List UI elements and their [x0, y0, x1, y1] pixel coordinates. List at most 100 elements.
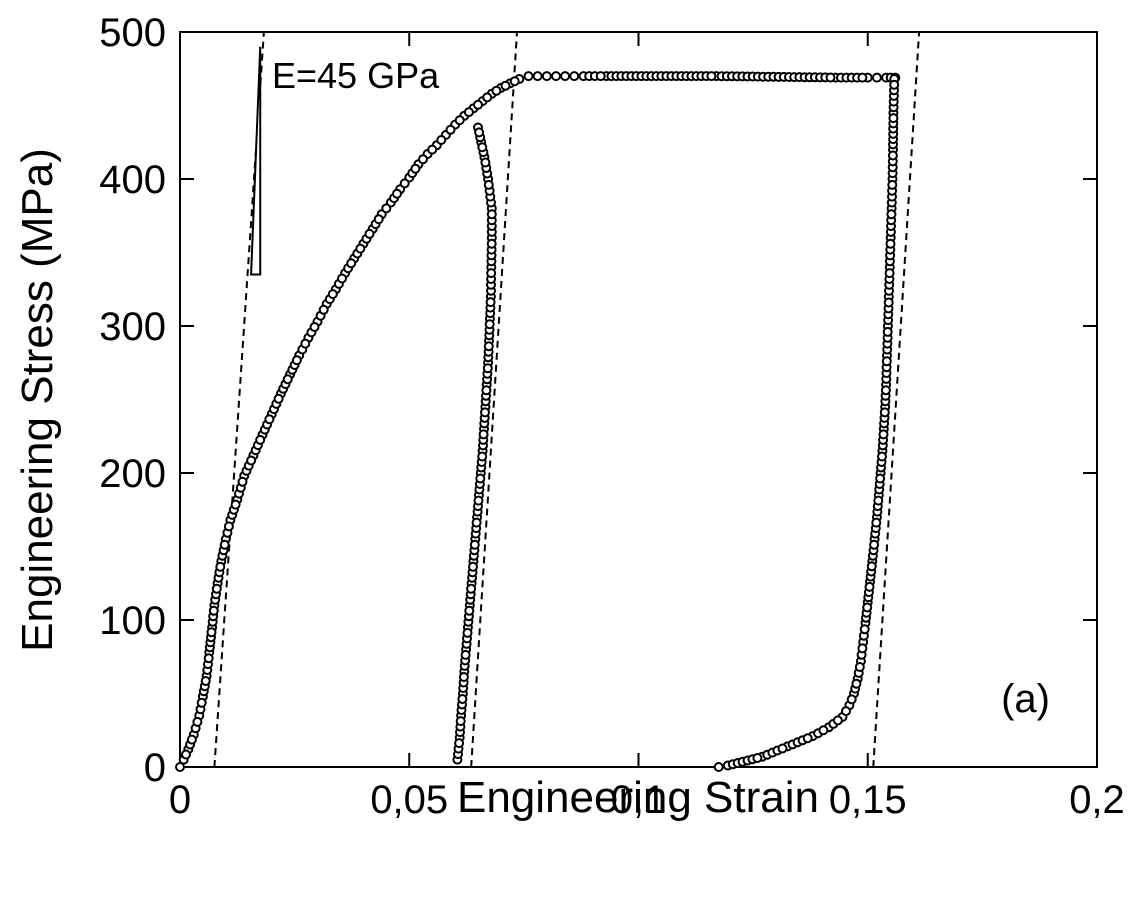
data-point — [851, 678, 862, 689]
data-point — [246, 455, 257, 466]
data-point — [462, 627, 473, 638]
data-point — [484, 319, 495, 330]
data-point — [887, 150, 898, 161]
data-point — [473, 495, 484, 506]
data-point — [486, 268, 497, 279]
data-point — [300, 338, 311, 349]
data-point — [873, 495, 884, 506]
data-point — [883, 297, 894, 308]
y-tick-label: 200 — [99, 452, 166, 496]
data-point — [364, 228, 375, 239]
x-tick-labels: 0 0,05 0,1 0,15 0,2 — [169, 778, 1125, 822]
panel-label: (a) — [1001, 677, 1050, 721]
data-markers — [175, 71, 901, 772]
data-point — [463, 107, 474, 118]
data-point — [832, 715, 843, 726]
data-point — [196, 697, 207, 708]
data-point — [706, 71, 717, 82]
data-point — [466, 583, 477, 594]
data-point — [327, 289, 338, 300]
data-point — [200, 676, 211, 686]
y-tick-label: 400 — [99, 158, 166, 202]
data-point — [857, 643, 868, 654]
data-point — [355, 243, 366, 254]
data-point — [483, 341, 494, 352]
data-point — [864, 581, 875, 592]
data-point — [886, 209, 897, 220]
data-point — [871, 72, 882, 83]
x-tick-label: 0,15 — [829, 778, 907, 822]
data-point — [477, 451, 488, 462]
data-point — [457, 694, 468, 704]
data-point — [887, 179, 898, 190]
data-point — [595, 71, 606, 82]
data-point — [882, 326, 893, 337]
data-point — [206, 627, 217, 638]
data-point — [713, 762, 724, 772]
data-point — [500, 80, 511, 91]
data-point — [475, 473, 486, 484]
data-point — [346, 258, 357, 269]
data-point — [881, 356, 892, 367]
data-point — [410, 163, 421, 174]
data-point — [875, 473, 886, 484]
data-point — [175, 762, 185, 772]
data-point — [862, 602, 873, 613]
data-point — [482, 363, 493, 374]
data-point — [857, 72, 868, 83]
data-point — [486, 209, 497, 220]
data-point — [469, 539, 480, 550]
data-point — [841, 706, 851, 717]
modulus-annotation: E=45 GPa — [272, 55, 440, 96]
data-point — [381, 203, 392, 214]
data-point — [208, 605, 219, 616]
data-point — [877, 451, 887, 462]
data-point — [219, 539, 230, 550]
data-point — [752, 753, 763, 763]
plot-frame — [179, 31, 1098, 768]
data-point — [486, 238, 497, 249]
data-point — [878, 429, 889, 440]
y-axis-title: Engineering Stress (MPa) — [13, 148, 62, 652]
data-point — [273, 393, 284, 404]
data-point — [880, 385, 891, 396]
data-point — [884, 268, 895, 279]
data-point — [541, 71, 552, 82]
data-point — [491, 85, 502, 96]
data-point — [436, 135, 447, 145]
y-tick-label: 500 — [99, 11, 166, 55]
data-point — [318, 304, 329, 315]
data-point — [264, 414, 275, 425]
y-tick-label: 100 — [99, 599, 166, 643]
modulus-triangle — [250, 46, 262, 276]
data-point — [859, 624, 870, 635]
data-point — [485, 297, 496, 308]
data-point — [203, 653, 214, 664]
data-point — [481, 385, 492, 396]
data-point — [560, 71, 571, 82]
data-point — [509, 76, 520, 87]
data-point — [468, 561, 478, 572]
data-point — [846, 694, 857, 705]
data-point — [777, 743, 788, 754]
data-point — [474, 127, 485, 138]
data-point — [454, 115, 465, 126]
data-point — [473, 99, 483, 110]
data-point — [551, 71, 561, 82]
data-point — [818, 725, 829, 736]
data-point — [282, 374, 293, 385]
data-point — [418, 154, 428, 165]
data-point — [480, 407, 490, 418]
data-point — [871, 517, 882, 528]
y-tick-label: 0 — [144, 746, 166, 790]
dashed-guide-line — [470, 31, 518, 768]
data-point — [445, 124, 456, 135]
data-point — [477, 142, 488, 153]
data-point — [825, 72, 836, 83]
data-point — [569, 71, 580, 82]
dashed-guide-lines — [213, 31, 921, 768]
x-tick-label: 0,1 — [611, 778, 667, 822]
data-point — [337, 273, 347, 284]
data-point — [454, 738, 465, 749]
